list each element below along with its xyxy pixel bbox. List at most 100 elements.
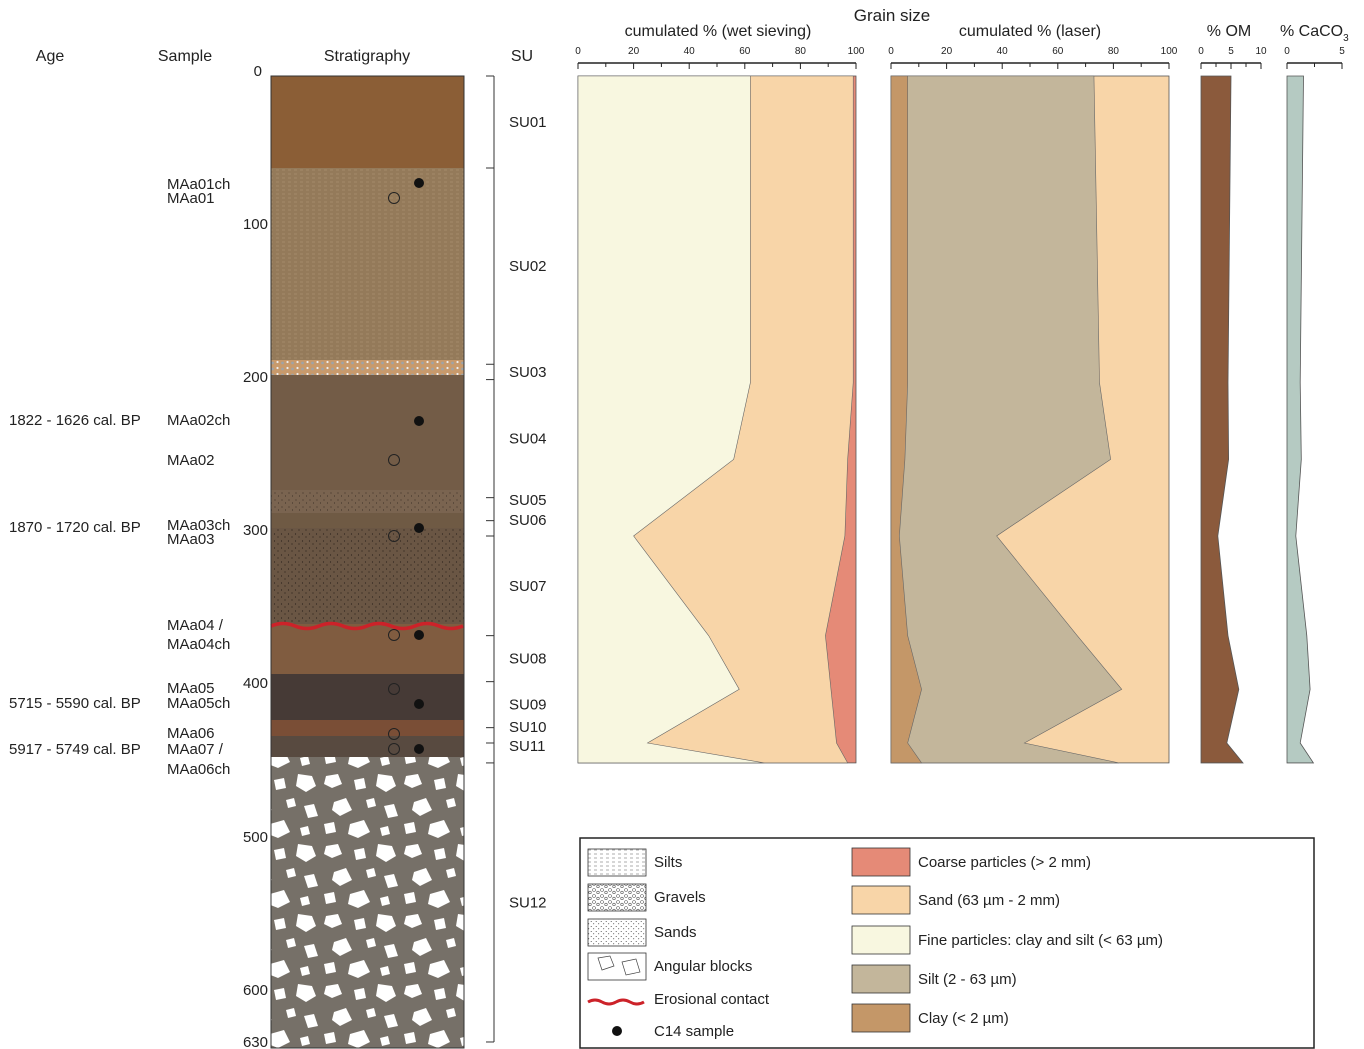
layer-su03 [271,360,464,375]
caco3-title-main: % CaCO [1280,23,1343,40]
c14-sample-dot [414,699,424,709]
layer-su04 [271,375,464,490]
chart-tick-label: 80 [795,46,807,57]
om-chart: 0 5 10 [1198,46,1267,764]
sample-markers [388,178,424,755]
gravels-swatch [587,883,647,912]
wet-sieving-chart: 0 20 40 60 80 100 [575,46,865,764]
legend-box [579,837,1315,1049]
chart-tick-label: 5 [1339,46,1345,57]
su-column: SU01 SU02 SU03 SU04 SU05 SU06 SU07 SU08 SU09 SU10… [486,75,547,1043]
sample-label: MAa01 [167,190,215,207]
laser-chart: 0 20 40 60 80 100 [888,46,1178,764]
age-label: 1870 - 1720 cal. BP [9,519,141,536]
su-label: SU01 [509,114,547,131]
legend: Silts Gravels Sands Angular blocks Erosi… [579,837,1315,1049]
erosional-contact-swatch [587,998,645,1006]
angular-blocks-swatch [587,952,647,981]
chart-tick-label: 40 [997,46,1009,57]
chart-tick-label: 40 [684,46,696,57]
legend-label: Sands [654,924,697,941]
chart-tick-label: 60 [739,46,751,57]
legend-label: Silts [654,854,682,871]
grain-size-title: Grain size [854,6,931,25]
age-label: 1822 - 1626 cal. BP [9,412,141,429]
erosional-contact-line [270,621,464,631]
chart-tick-label: 20 [628,46,640,57]
chart-area-series [1286,75,1315,764]
su-label: SU05 [509,492,547,509]
sample-label: MAa04ch [167,636,230,653]
legend-label: Gravels [654,889,706,906]
su-label: SU04 [509,431,547,448]
sample-label: MAa02ch [167,412,230,429]
layer-su01 [271,76,464,168]
wet-sieving-title: cumulated % (wet sieving) [625,23,812,40]
chart-area-series [890,75,923,764]
su-label: SU07 [509,578,547,595]
su-label: SU08 [509,651,547,668]
su-label: SU09 [509,697,547,714]
sample-open-circle [388,683,400,695]
silt-swatch [851,964,911,994]
chart-tick-label: 80 [1108,46,1120,57]
depth-tick: 300 [243,522,268,539]
su-label: SU03 [509,364,547,381]
chart-tick-label: 0 [888,46,894,57]
layer-su06 [271,513,464,528]
fine-swatch [851,925,911,955]
c14-sample-swatch [612,1026,622,1036]
chart-tick-label: 100 [848,46,865,57]
chart-area-series [577,75,765,764]
layer-su07 [271,528,464,624]
chart-area-series [1200,75,1244,764]
sample-label: MAa05 [167,680,215,697]
age-label: 5917 - 5749 cal. BP [9,741,141,758]
age-header: Age [36,48,65,65]
su-header: SU [511,48,533,65]
sample-label: MAa03 [167,531,215,548]
depth-tick: 100 [243,216,268,233]
clay-swatch [851,1003,911,1033]
sample-open-circle [388,728,400,740]
legend-label: Sand (63 µm - 2 mm) [918,892,1060,909]
sample-open-circle [388,530,400,542]
sample-label: MAa06ch [167,761,230,778]
sample-label: MAa06 [167,725,215,742]
c14-sample-dot [414,630,424,640]
sample-open-circle [388,192,400,204]
chart-area-series [890,75,1123,764]
legend-label: Erosional contact [654,991,770,1008]
stratigraphic-log [270,75,465,1049]
sands-swatch [587,918,647,947]
caco3-title-sub: 3 [1343,33,1349,44]
layer-su12 [271,757,464,1048]
om-title: % OM [1207,23,1251,40]
layer-su08 [271,624,464,674]
coarse-swatch [851,847,911,877]
legend-label: C14 sample [654,1023,734,1040]
age-label: 5715 - 5590 cal. BP [9,695,141,712]
depth-tick: 0 [254,63,262,80]
depth-tick: 500 [243,829,268,846]
su-label: SU06 [509,512,547,529]
layer-su10 [271,720,464,736]
depth-tick: 400 [243,675,268,692]
c14-sample-dot [414,523,424,533]
su-label: SU10 [509,719,547,736]
sample-label: MAa07 / [167,741,224,758]
depth-tick: 200 [243,369,268,386]
legend-label: Coarse particles (> 2 mm) [918,854,1091,871]
silts-swatch [587,848,647,877]
sample-label: MAa05ch [167,695,230,712]
chart-tick-label: 0 [1198,46,1204,57]
sample-label: MAa02 [167,452,215,469]
legend-label: Fine particles: clay and silt (< 63 µm) [918,932,1163,949]
layer-su09 [271,674,464,720]
su-label: SU12 [509,894,547,911]
sample-header: Sample [158,48,212,65]
sample-labels: MAa01ch MAa01 MAa02ch MAa02 MAa03ch MAa0… [167,176,230,778]
laser-title: cumulated % (laser) [959,23,1101,40]
sample-open-circle [388,454,400,466]
